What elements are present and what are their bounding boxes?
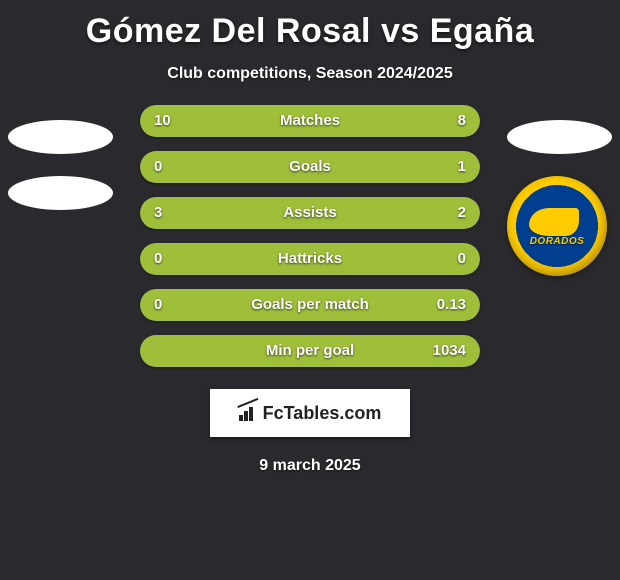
stat-row: 32Assists: [140, 197, 480, 229]
stat-label: Goals per match: [140, 289, 480, 321]
stat-label: Goals: [140, 151, 480, 183]
footer-date: 9 march 2025: [0, 457, 620, 475]
fctables-logo-icon: [239, 405, 259, 421]
page-title: Gómez Del Rosal vs Egaña: [0, 0, 620, 51]
stat-row: 00Hattricks: [140, 243, 480, 275]
brand-label: FcTables.com: [239, 403, 382, 424]
stat-row: 01Goals: [140, 151, 480, 183]
stat-label: Min per goal: [140, 335, 480, 367]
player-2-oval-1: [507, 120, 612, 154]
dorados-badge-icon: DORADOS: [507, 176, 607, 276]
player-1-oval-2: [8, 176, 113, 210]
player-1-avatar-area: [8, 120, 113, 232]
stat-label: Hattricks: [140, 243, 480, 275]
brand-text: FcTables.com: [263, 403, 382, 424]
brand-box: FcTables.com: [210, 389, 410, 437]
player-2-avatar-area: DORADOS: [507, 120, 612, 276]
stat-row: 1034Min per goal: [140, 335, 480, 367]
comparison-chart: 108Matches 01Goals 32Assists 00Hattricks 00.…: [140, 105, 480, 367]
stat-label: Assists: [140, 197, 480, 229]
dorados-badge-text: DORADOS: [507, 236, 607, 247]
player-1-oval-1: [8, 120, 113, 154]
stat-row: 00.13Goals per match: [140, 289, 480, 321]
stat-row: 108Matches: [140, 105, 480, 137]
fish-icon: [529, 208, 579, 236]
page-subtitle: Club competitions, Season 2024/2025: [0, 65, 620, 83]
stat-label: Matches: [140, 105, 480, 137]
